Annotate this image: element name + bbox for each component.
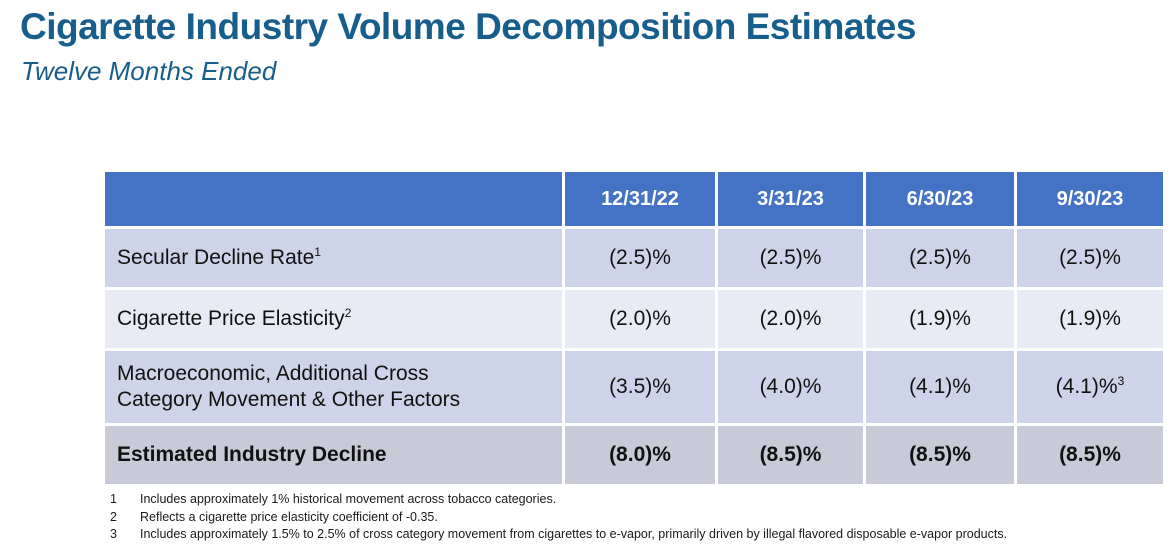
cell-value: (4.1)%3 [1055,374,1125,398]
footnote-marker: 2 [344,305,352,320]
footnote-number: 3 [110,527,117,541]
cell-value: (2.0)% [759,307,822,330]
value-cell: (2.5)% [718,229,863,287]
value-cell: (4.1)% [866,351,1014,423]
row-label-cell: Macroeconomic, Additional Cross Category… [105,351,562,423]
page-subtitle: Twelve Months Ended [21,56,277,86]
footnote-text: Includes approximately 1.5% to 2.5% of c… [140,527,1008,541]
value-cell: (8.5)% [1017,426,1163,484]
footnote-text: Reflects a cigarette price elasticity co… [140,509,438,524]
value-cell: (3.5)% [565,351,715,423]
row-label-cell: Secular Decline Rate1 [105,229,562,287]
header-cell-date-3: 6/30/23 [866,172,1014,226]
cell-value: (1.9)% [1059,307,1121,330]
value-cell: (8.0)% [565,426,715,484]
footnote-marker: 3 [1117,374,1125,388]
cell-value: (8.0)% [609,443,671,466]
value-cell: (4.0)% [718,351,863,423]
cell-value: (2.5)% [609,246,671,269]
footnote-text: Includes approximately 1% historical mov… [140,492,557,506]
row-label: Cigarette Price Elasticity2 [117,305,352,330]
cell-value: (8.5)% [909,443,971,466]
value-cell: (2.5)% [1017,229,1163,287]
footnote-line: 2 Reflects a cigarette price elasticity c… [110,509,1170,527]
value-cell: (8.5)% [718,426,863,484]
footnote-line: 3 Includes approximately 1.5% to 2.5% of … [110,526,1170,544]
cell-value: (8.5)% [759,443,822,466]
value-cell: (2.5)% [565,229,715,287]
header-cell-date-4: 9/30/23 [1017,172,1163,226]
footnote-line: 1 Includes approximately 1% historical mo… [110,491,1170,509]
row-label: Secular Decline Rate1 [117,244,322,269]
footnote-number: 2 [110,509,117,524]
cell-value: (8.5)% [1059,443,1121,466]
header-cell-date-2: 3/31/23 [718,172,863,226]
value-cell: (1.9)% [1017,290,1163,348]
page-title: Cigarette Industry Volume Decomposition … [20,6,916,47]
cell-value: (2.0)% [609,307,671,330]
cell-value: (2.5)% [759,246,822,269]
footnote-marker: 1 [314,244,322,259]
cell-value: (2.5)% [909,246,971,269]
row-label: Estimated Industry Decline [117,442,387,466]
value-cell: (2.5)% [866,229,1014,287]
row-label-cell: Cigarette Price Elasticity2 [105,290,562,348]
row-label-cell: Estimated Industry Decline [105,426,562,484]
cell-value: (3.5)% [609,375,671,398]
header-cell-date-1: 12/31/22 [565,172,715,226]
volume-decomposition-table: 12/31/22 3/31/23 6/30/23 9/30/23 Secular… [105,172,1163,484]
value-cell: (8.5)% [866,426,1014,484]
value-cell: (1.9)% [866,290,1014,348]
footnotes: 1 Includes approximately 1% historical mo… [110,491,1170,544]
value-cell: (2.0)% [718,290,863,348]
row-label: Macroeconomic, Additional Cross Category… [117,361,461,411]
value-cell: (4.1)%3 [1017,351,1163,423]
cell-value: (4.0)% [759,375,822,398]
cell-value: (4.1)% [909,375,971,398]
header-cell-empty [105,172,562,226]
cell-value: (1.9)% [909,307,971,330]
cell-value: (2.5)% [1059,246,1121,269]
footnote-number: 1 [110,492,117,506]
value-cell: (2.0)% [565,290,715,348]
